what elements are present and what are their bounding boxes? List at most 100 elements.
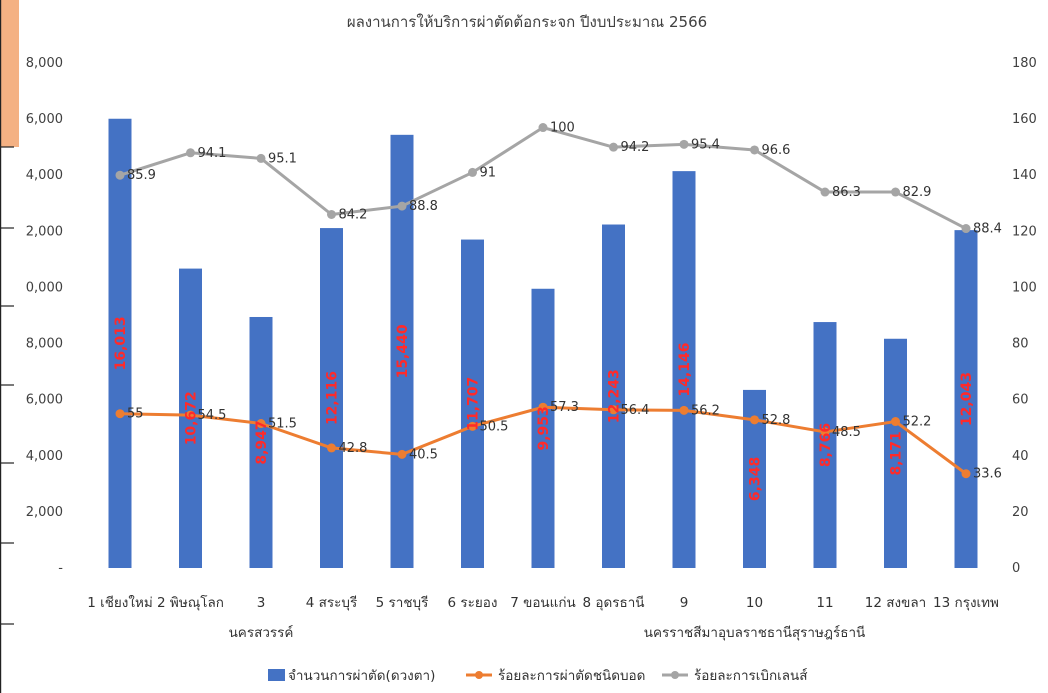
- left-tick-label: -: [58, 561, 63, 576]
- line-value-label: 56.4: [621, 403, 650, 418]
- series-line: [119, 126, 967, 230]
- category-label: 9: [680, 595, 689, 611]
- category-sub-label: นครราชสีมาอุบลราชธานีสุราษฎร์ธานี: [644, 624, 866, 641]
- bar: [884, 338, 907, 568]
- category-label: 7 ขอนแก่น: [510, 595, 576, 611]
- category-label: 6 ระยอง: [448, 595, 498, 611]
- line-value-label: 51.5: [268, 417, 297, 432]
- line-value-label: 94.1: [198, 146, 227, 161]
- line-value-label: 57.3: [550, 400, 579, 415]
- legend: จำนวนการผ่าตัด(ดวงตา) ร้อยละการผ่าตัดชนิด…: [268, 667, 808, 684]
- line-value-label: 100: [550, 121, 575, 136]
- data-point: [256, 419, 266, 429]
- category-label: 10: [746, 595, 763, 611]
- line-value-label: 96.6: [762, 143, 791, 158]
- line-value-label: 48.5: [832, 425, 861, 440]
- bar: [108, 118, 132, 568]
- bar: [249, 316, 273, 568]
- right-axis: 0 20 40 60 80 100 120 140 160 180: [1012, 56, 1037, 576]
- line-value-label: 42.8: [339, 441, 368, 456]
- category-label: 12 สงขลา: [865, 595, 926, 611]
- category-label: 1 เชียงใหม่: [87, 594, 153, 611]
- bar-value-label: 6,348: [748, 457, 764, 501]
- bar: [813, 322, 837, 568]
- line-value-label: 94.2: [621, 140, 650, 155]
- category-label: 3: [257, 595, 266, 611]
- bar: [390, 134, 414, 569]
- bar-value-label: 8,947: [254, 420, 270, 464]
- category-label: 11: [816, 595, 833, 611]
- bar-value-label: 16,013: [113, 316, 129, 370]
- bar-value-label: 14,146: [677, 343, 693, 397]
- bar-series: [108, 118, 978, 569]
- left-tick-label: 2,000: [26, 224, 63, 239]
- bar: [743, 389, 766, 568]
- category-label: 8 อุดรธานี: [582, 595, 644, 611]
- bar: [531, 288, 555, 568]
- data-point: [115, 409, 125, 419]
- data-point: [679, 139, 689, 149]
- left-tick-label: 4,000: [26, 168, 63, 183]
- left-tick-label: 2,000: [26, 505, 63, 520]
- data-point: [397, 201, 407, 211]
- data-point: [961, 224, 971, 234]
- line-value-label: 95.4: [691, 137, 720, 152]
- right-tick-label: 20: [1012, 505, 1029, 520]
- data-point: [186, 410, 195, 420]
- right-tick-label: 160: [1012, 112, 1037, 127]
- right-tick-label: 60: [1012, 393, 1029, 408]
- line-value-label: 95.1: [268, 151, 297, 166]
- category-label: 2 พิษณุโลก: [157, 594, 224, 611]
- line-value-label: 33.6: [973, 467, 1002, 482]
- bar-value-label: 12,043: [959, 372, 975, 426]
- right-tick-label: 100: [1012, 280, 1037, 295]
- bar-value-label: 8,171: [889, 431, 905, 475]
- data-point: [820, 427, 830, 437]
- bar: [672, 171, 696, 569]
- left-tick-label: 6,000: [26, 112, 63, 127]
- legend-swatch: [268, 669, 285, 681]
- left-edge-decoration: [0, 0, 19, 693]
- right-tick-label: 120: [1012, 224, 1037, 239]
- left-tick-label: 6,000: [26, 393, 63, 408]
- data-point: [538, 123, 548, 133]
- bar: [461, 239, 484, 569]
- data-point: [679, 405, 689, 415]
- right-tick-label: 180: [1012, 56, 1037, 71]
- right-tick-label: 80: [1012, 337, 1029, 352]
- bar-value-label: 10,672: [184, 391, 200, 445]
- bar-value-label: 11,707: [466, 377, 482, 431]
- line-value-label: 52.8: [762, 413, 791, 428]
- legend-swatch-marker: [671, 671, 679, 679]
- left-tick-label: 8,000: [26, 56, 63, 71]
- line-value-label: 56.2: [691, 403, 720, 418]
- data-point: [609, 142, 618, 152]
- left-tick-label: 4,000: [26, 449, 63, 464]
- bar-value-label: 15,440: [395, 324, 411, 378]
- bar-value-label: 9,953: [536, 406, 552, 450]
- legend-label: จำนวนการผ่าตัด(ดวงตา): [288, 668, 435, 684]
- legend-swatch-marker: [475, 671, 483, 679]
- bar-value-label: 12,243: [607, 369, 623, 423]
- bar: [602, 224, 625, 568]
- data-point: [397, 449, 407, 459]
- line-value-label: 85.9: [127, 168, 156, 183]
- line-value-label: 50.5: [480, 419, 509, 434]
- data-point: [327, 443, 336, 453]
- line-value-label: 40.5: [409, 447, 438, 462]
- bar-value-label: 8,766: [818, 423, 834, 467]
- line-value-label: 52.2: [903, 415, 932, 430]
- left-tick-label: 0,000: [26, 280, 63, 295]
- line-value-label: 55: [127, 407, 144, 422]
- left-axis: - 2,000 4,000 6,000 8,000 0,000 2,000 4,000 6,00…: [26, 56, 64, 576]
- legend-label: ร้อยละการเบิกเลนส์: [694, 667, 808, 684]
- data-point: [468, 167, 477, 177]
- data-point: [891, 187, 900, 197]
- category-label: 13 กรุงเทพ: [933, 595, 999, 611]
- bar: [954, 230, 978, 568]
- legend-label: ร้อยละการผ่าตัดชนิดบอด: [498, 668, 645, 684]
- line-series: 16,013 10,672 8,947 12,116 15,440 11,707 9,953…: [113, 121, 1002, 502]
- category-label: นครสวรรค์: [229, 624, 294, 641]
- data-point: [538, 402, 548, 412]
